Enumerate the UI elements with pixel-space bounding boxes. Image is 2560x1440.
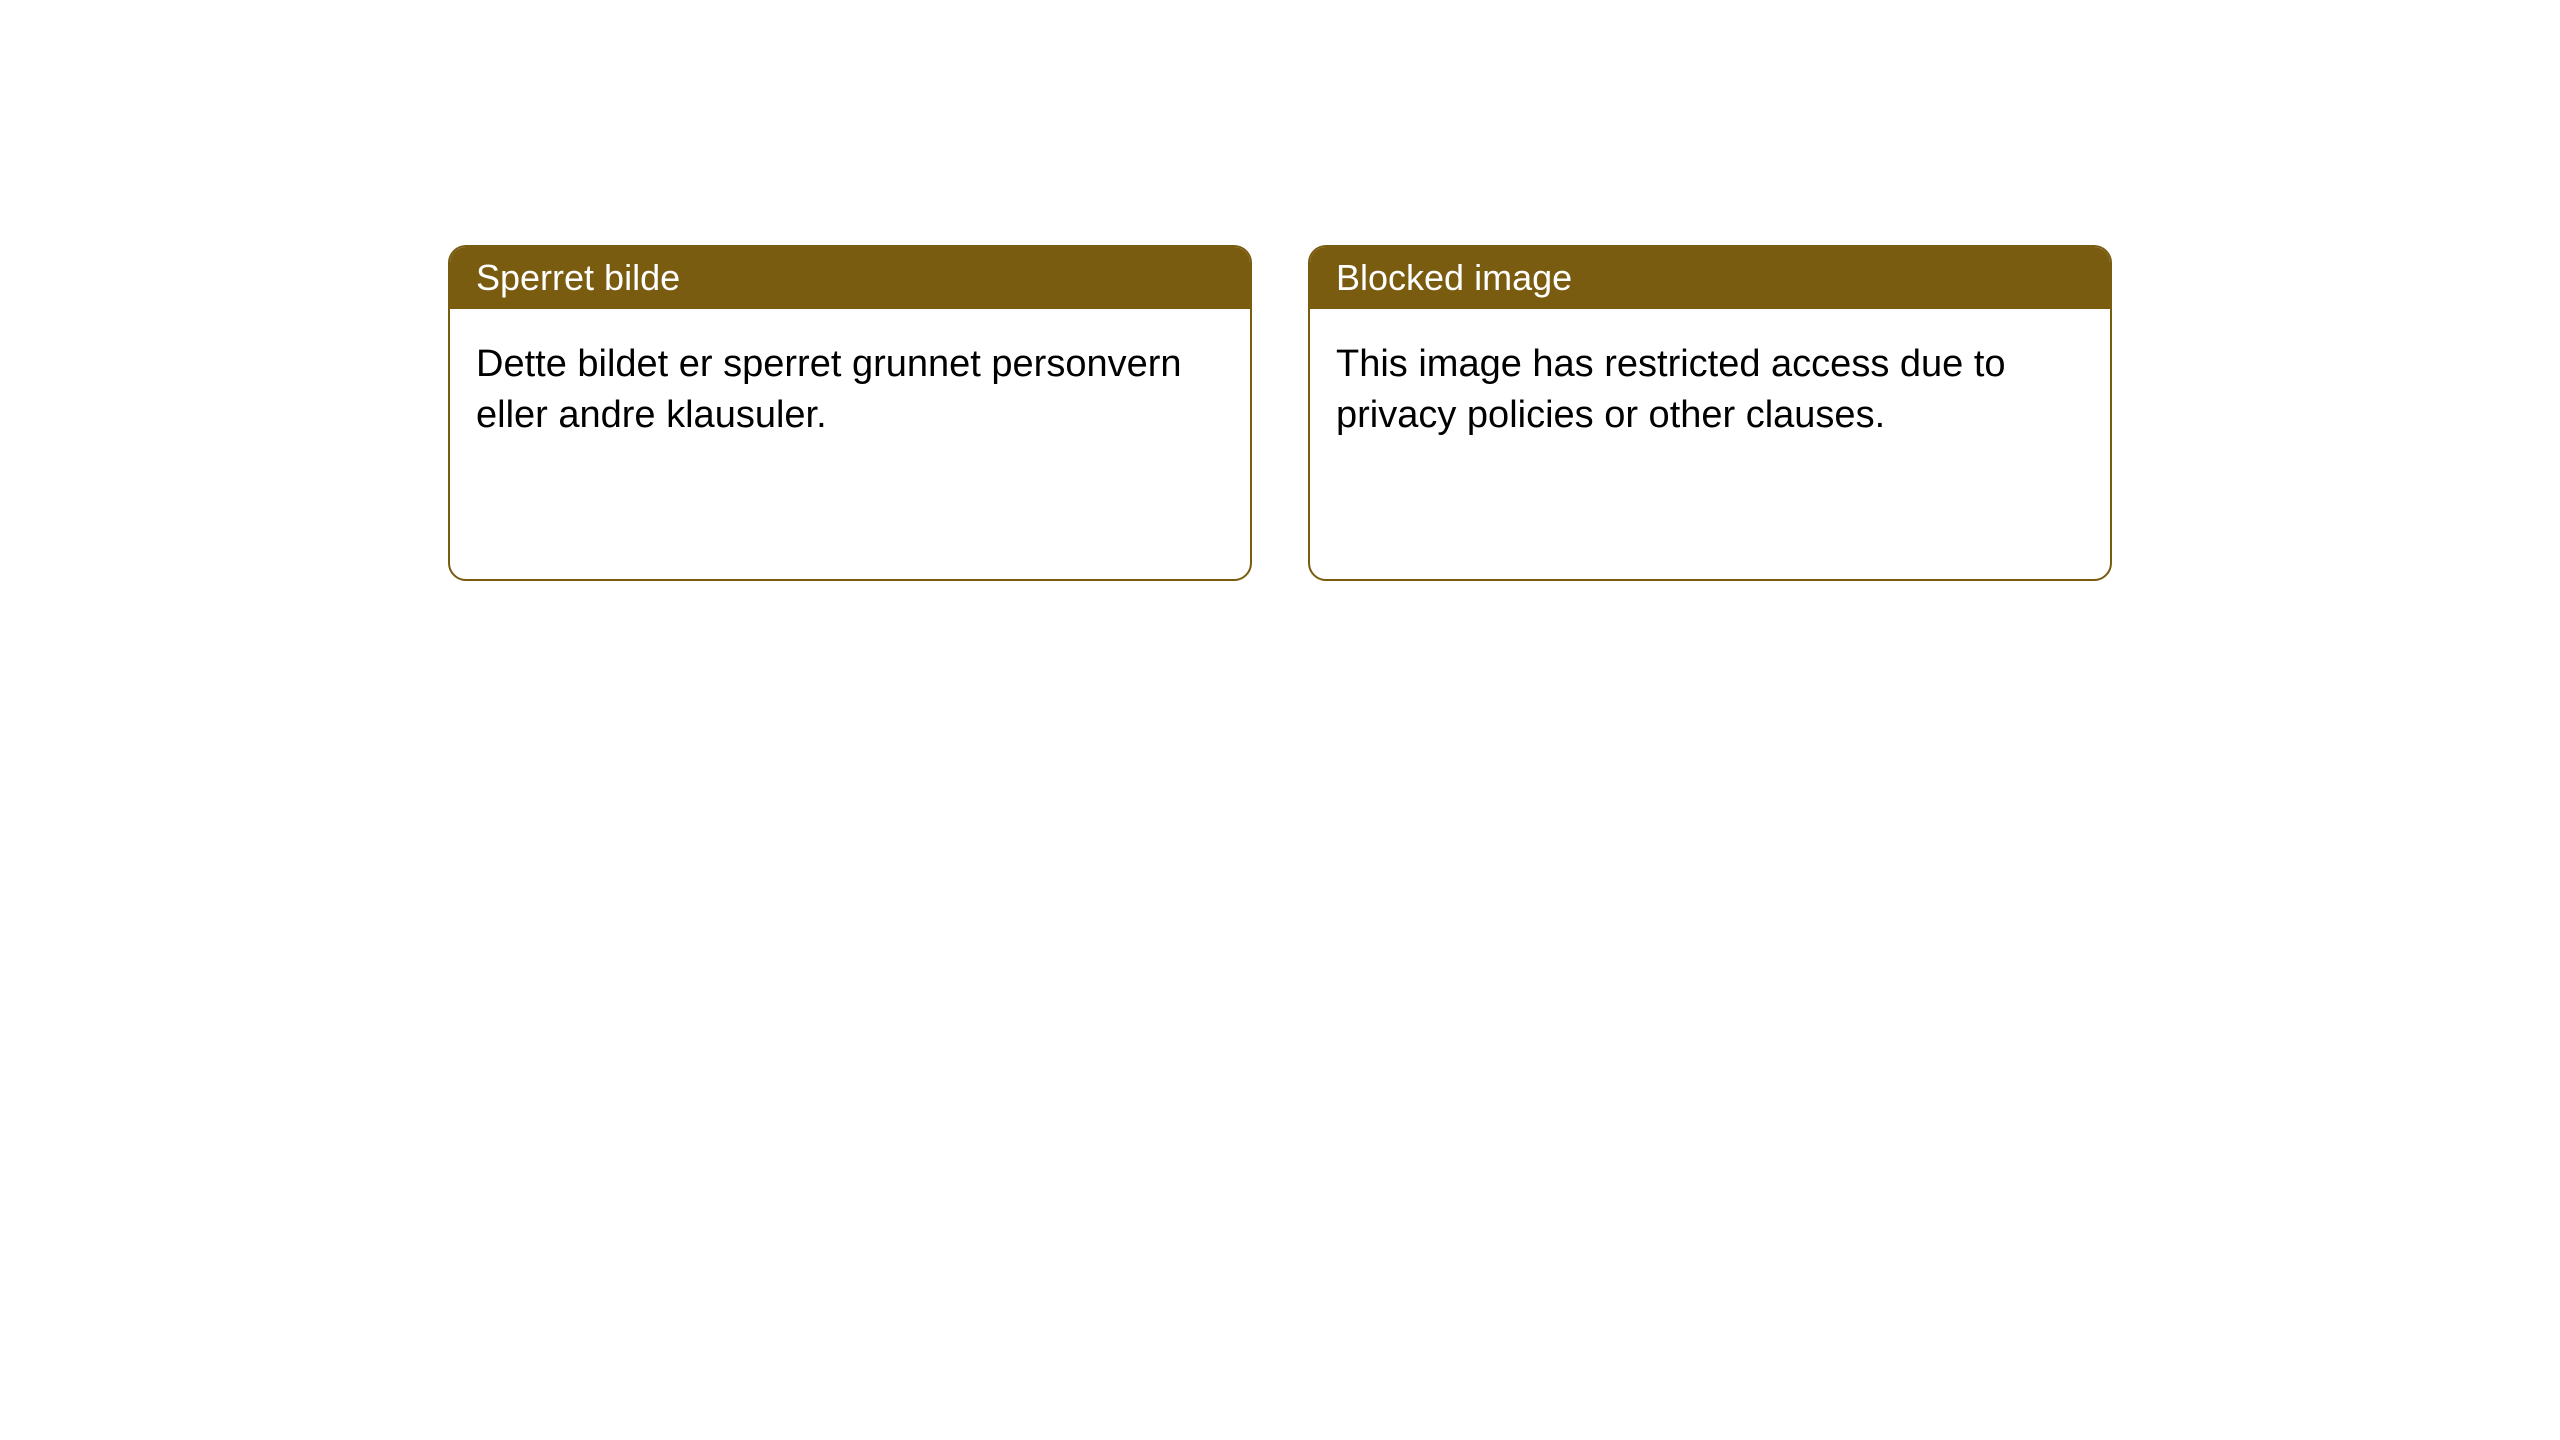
card-header: Sperret bilde xyxy=(450,247,1250,309)
card-body: Dette bildet er sperret grunnet personve… xyxy=(450,309,1250,472)
notice-container: Sperret bilde Dette bildet er sperret gr… xyxy=(0,0,2560,581)
card-body: This image has restricted access due to … xyxy=(1310,309,2110,472)
card-title: Sperret bilde xyxy=(476,257,680,298)
card-title: Blocked image xyxy=(1336,257,1572,298)
notice-card-norwegian: Sperret bilde Dette bildet er sperret gr… xyxy=(448,245,1252,581)
card-body-text: Dette bildet er sperret grunnet personve… xyxy=(476,343,1182,436)
card-body-text: This image has restricted access due to … xyxy=(1336,343,2006,436)
card-header: Blocked image xyxy=(1310,247,2110,309)
notice-card-english: Blocked image This image has restricted … xyxy=(1308,245,2112,581)
